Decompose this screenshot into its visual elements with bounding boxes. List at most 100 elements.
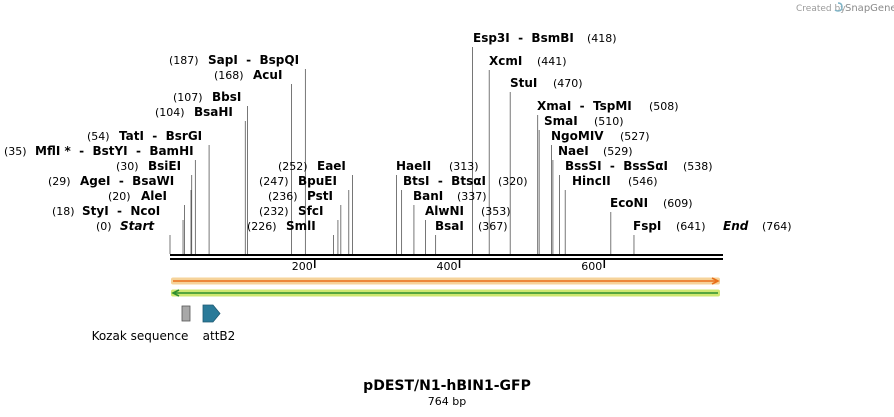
site-name: StyI - NcoI xyxy=(82,204,160,218)
site-name: MflI * - BstYI - BamHI xyxy=(35,144,194,158)
site-naei[interactable]: (529) NaeI xyxy=(558,144,633,158)
ruler-tick-label: 600 xyxy=(581,260,602,273)
site-bbsi[interactable]: (107) BbsI xyxy=(173,90,241,104)
site-alwni[interactable]: (353) AlwNI xyxy=(425,204,511,218)
ruler-tick-label: 400 xyxy=(437,260,458,273)
site-bani[interactable]: (337) BanI xyxy=(413,189,487,203)
site-name: NgoMIV xyxy=(551,129,604,143)
site-name: BtsI - BtsαI xyxy=(403,174,486,188)
site-xcmi[interactable]: (441) XcmI xyxy=(489,54,567,68)
arrow-right-icon xyxy=(711,277,720,285)
site-name: AlwNI xyxy=(425,204,464,218)
site-tati-bsrgi[interactable]: (54) TatI - BsrGI xyxy=(87,129,202,143)
site-name: StuI xyxy=(510,76,537,90)
site-position: (418) xyxy=(587,32,617,45)
site-hincii[interactable]: (546) HincII xyxy=(572,174,658,188)
site-bpuei[interactable]: (247) BpuEI xyxy=(259,174,337,188)
site-position: (508) xyxy=(649,100,679,113)
site-name: BbsI xyxy=(212,90,241,104)
site-stui[interactable]: (470) StuI xyxy=(510,76,583,90)
site-mfli-group[interactable]: (35) MflI * - BstYI - BamHI xyxy=(4,144,194,158)
site-position: (529) xyxy=(603,145,633,158)
site-sfci[interactable]: (232) SfcI xyxy=(259,204,323,218)
credit-brand: SnapGene xyxy=(845,3,894,14)
track-forward[interactable] xyxy=(171,277,720,285)
site-name: SmaI xyxy=(544,114,578,128)
site-econi[interactable]: (609) EcoNI xyxy=(610,196,693,210)
site-position: (20) xyxy=(108,190,131,203)
site-position: (641) xyxy=(676,220,706,233)
site-eaei[interactable]: (252) EaeI xyxy=(278,159,346,173)
site-position: (320) xyxy=(498,175,528,188)
site-bsahi[interactable]: (104) BsaHI xyxy=(155,105,233,119)
site-position: (247) xyxy=(259,175,289,188)
site-haeii[interactable]: (313) HaeII xyxy=(396,159,479,173)
site-position: (367) xyxy=(478,220,508,233)
site-name: AcuI xyxy=(253,68,282,82)
site-name: End xyxy=(723,219,749,233)
sequence-ruler: 200 400 600 xyxy=(292,259,606,273)
feature-kozak[interactable]: Kozak sequence xyxy=(92,305,191,343)
site-position: (30) xyxy=(116,160,139,173)
track-reverse[interactable] xyxy=(171,289,720,297)
site-smli[interactable]: (226) SmlI xyxy=(247,219,316,233)
site-start[interactable]: (0) Start xyxy=(96,219,155,233)
map-title: pDEST/N1-hBIN1-GFP xyxy=(363,378,531,394)
site-name: BssSI - BssSαI xyxy=(565,159,668,173)
feature-arrow xyxy=(202,304,221,323)
site-styi-ncoi[interactable]: (18) StyI - NcoI xyxy=(52,204,160,218)
site-name: BpuEI xyxy=(298,174,337,188)
restriction-site-labels: (0) Start (18) StyI - NcoI(20) AleI (29) AgeI … xyxy=(4,31,792,233)
site-name: AgeI - BsaWI xyxy=(80,174,174,188)
snapgene-credit: Created by SnapGene xyxy=(796,2,894,14)
site-acui[interactable]: (168) AcuI xyxy=(214,68,282,82)
site-position: (18) xyxy=(52,205,75,218)
site-name: HaeII xyxy=(396,159,431,173)
site-psti[interactable]: (236) PstI xyxy=(268,189,333,203)
site-agei-bsawi[interactable]: (29) AgeI - BsaWI xyxy=(48,174,174,188)
site-name: EaeI xyxy=(317,159,346,173)
site-name: SapI - BspQI xyxy=(208,53,299,67)
site-position: (107) xyxy=(173,91,203,104)
site-name: BsaHI xyxy=(194,105,233,119)
site-sapi-bspqi[interactable]: (187) SapI - BspQI xyxy=(169,53,299,67)
site-btsi-btsai[interactable]: (320) BtsI - BtsαI xyxy=(403,174,528,188)
site-position: (226) xyxy=(247,220,277,233)
site-name: BsiEI xyxy=(148,159,181,173)
feature-box xyxy=(181,305,191,322)
site-position: (470) xyxy=(553,77,583,90)
feature-label: attB2 xyxy=(203,329,236,343)
credit-prefix: Created by xyxy=(796,4,846,14)
site-position: (232) xyxy=(259,205,289,218)
site-bsai[interactable]: (367) BsaI xyxy=(435,219,508,233)
site-ngomiv[interactable]: (527) NgoMIV xyxy=(551,129,650,143)
site-esp3i-bsmbi[interactable]: (418) Esp3I - BsmBI xyxy=(473,31,617,45)
site-end[interactable]: (764) End xyxy=(723,219,792,233)
site-position: (527) xyxy=(620,130,650,143)
site-smai[interactable]: (510) SmaI xyxy=(544,114,624,128)
site-position: (252) xyxy=(278,160,308,173)
site-bsiei[interactable]: (30) BsiEI xyxy=(116,159,181,173)
site-bsssi-bsssai[interactable]: (538) BssSI - BssSαI xyxy=(565,159,713,173)
site-name: Esp3I - BsmBI xyxy=(473,31,574,45)
site-xmai-tspmi[interactable]: (508) XmaI - TspMI xyxy=(537,99,679,113)
ruler-tick-label: 200 xyxy=(292,260,313,273)
feature-label: Kozak sequence xyxy=(92,329,189,343)
site-name: SmlI xyxy=(286,219,316,233)
site-position: (104) xyxy=(155,106,185,119)
map-length: 764 bp xyxy=(428,395,466,408)
site-position: (29) xyxy=(48,175,71,188)
site-name: FspI xyxy=(633,219,661,233)
site-name: XmaI - TspMI xyxy=(537,99,632,113)
site-name: AleI xyxy=(141,189,167,203)
site-position: (441) xyxy=(537,55,567,68)
site-position: (609) xyxy=(663,197,693,210)
site-position: (510) xyxy=(594,115,624,128)
site-position: (353) xyxy=(481,205,511,218)
site-position: (168) xyxy=(214,69,244,82)
feature-attb2[interactable]: attB2 xyxy=(202,304,236,343)
site-position: (764) xyxy=(762,220,792,233)
site-alei[interactable]: (20) AleI xyxy=(108,189,167,203)
site-fspi[interactable]: (641) FspI xyxy=(633,219,706,233)
